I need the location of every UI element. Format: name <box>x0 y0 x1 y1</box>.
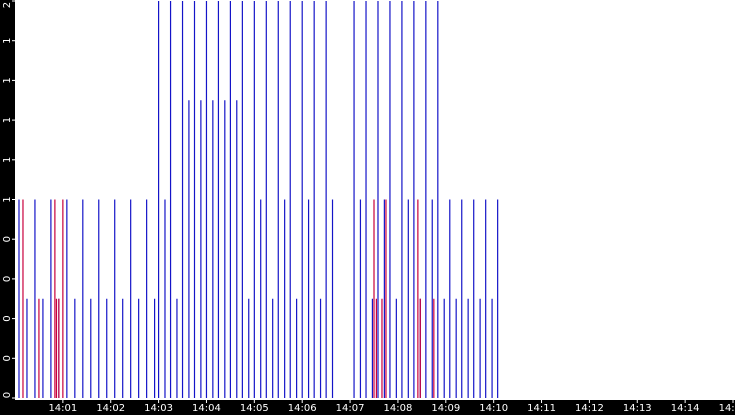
x-tick-label: 14:04 <box>192 403 221 414</box>
x-tick-label: 14:09 <box>431 403 460 414</box>
y-tick-label: 0 <box>2 276 13 282</box>
x-tick-label: 14:03 <box>144 403 173 414</box>
x-tick-label: 14:07 <box>336 403 365 414</box>
plot-area <box>15 0 735 400</box>
x-tick-label: 14:05 <box>240 403 269 414</box>
x-tick-label: 14:13 <box>623 403 652 414</box>
x-tick-label: 14:01 <box>48 403 77 414</box>
y-tick-label: 1 <box>2 77 13 83</box>
x-tick-label: 14:14 <box>671 403 700 414</box>
x-tick-label: 14:10 <box>479 403 508 414</box>
x-tick-label: 14:15 <box>719 403 735 414</box>
y-tick-label: 1 <box>2 117 13 123</box>
x-tick-label: 14:08 <box>384 403 413 414</box>
y-tick-label: 0 <box>2 392 13 398</box>
y-tick-label: 1 <box>2 196 13 202</box>
x-tick-label: 14:12 <box>575 403 604 414</box>
y-tick-label: 1 <box>2 38 13 44</box>
x-tick-label: 14:11 <box>527 403 556 414</box>
y-tick-label: 2 <box>2 2 13 8</box>
y-tick-label: 0 <box>2 355 13 361</box>
y-tick-label: 1 <box>2 157 13 163</box>
x-tick-label: 14:06 <box>288 403 317 414</box>
x-tick-label: 14:02 <box>96 403 125 414</box>
y-tick-label: 0 <box>2 236 13 242</box>
y-tick-label: 0 <box>2 315 13 321</box>
